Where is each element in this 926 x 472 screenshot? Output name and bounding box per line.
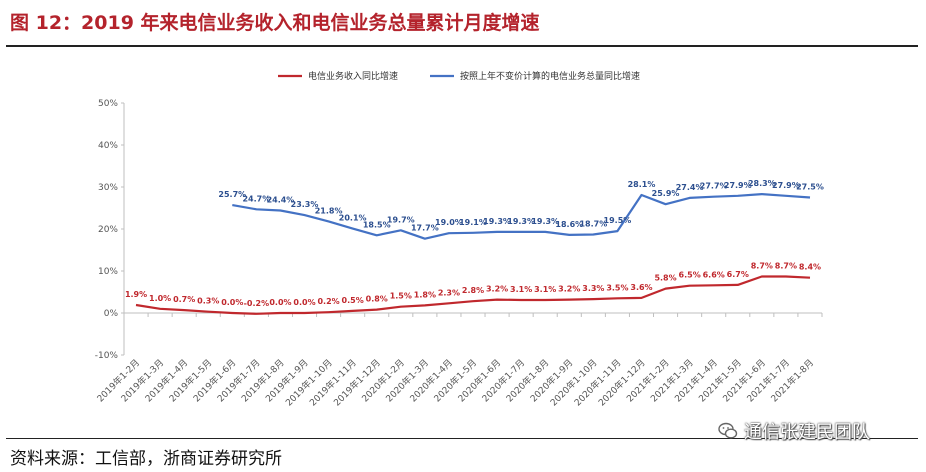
data-label-volume: 27.9% xyxy=(772,181,800,190)
data-label-revenue: 3.3% xyxy=(582,284,604,293)
data-label-volume: 28.1% xyxy=(628,180,656,189)
data-label-volume: 27.7% xyxy=(700,182,728,191)
data-label-revenue: -0.2% xyxy=(244,299,270,308)
title-divider xyxy=(6,45,918,47)
data-label-revenue: 2.3% xyxy=(438,288,460,297)
data-label-revenue: 5.8% xyxy=(654,274,676,283)
data-label-revenue: 0.0% xyxy=(293,298,315,307)
data-label-revenue: 0.5% xyxy=(342,296,364,305)
data-label-volume: 18.5% xyxy=(363,220,391,229)
data-label-revenue: 0.8% xyxy=(366,295,388,304)
data-label-volume: 20.1% xyxy=(339,214,367,223)
data-label-volume: 27.4% xyxy=(676,183,704,192)
series-line-revenue xyxy=(135,275,811,315)
data-label-revenue: 6.6% xyxy=(703,270,725,279)
data-label-volume: 27.5% xyxy=(796,183,824,192)
y-tick-label: 20% xyxy=(98,225,118,235)
data-label-volume: 19.3% xyxy=(507,217,535,226)
source-divider xyxy=(6,438,918,439)
data-label-volume: 17.7% xyxy=(411,224,439,233)
x-tick-label: 2019年1-2月 xyxy=(94,357,142,405)
y-tick-label: -10% xyxy=(95,351,119,361)
data-label-volume: 23.3% xyxy=(291,200,319,209)
data-label-revenue: 6.7% xyxy=(727,270,749,279)
data-label-volume: 21.8% xyxy=(315,206,343,215)
data-label-volume: 24.4% xyxy=(267,196,295,205)
watermark: 通信张建民团队 xyxy=(718,418,870,444)
data-label-volume: 27.9% xyxy=(724,181,752,190)
source-note: 资料来源：工信部，浙商证券研究所 xyxy=(10,449,282,469)
data-label-revenue: 3.1% xyxy=(534,285,556,294)
data-label-revenue: 3.6% xyxy=(630,283,652,292)
data-label-revenue: 3.5% xyxy=(606,283,628,292)
legend-volume-label: 按照上年不变价计算的电信业务总量同比增速 xyxy=(460,70,640,82)
data-label-revenue: 1.8% xyxy=(414,290,436,299)
data-label-volume: 28.3% xyxy=(748,179,776,188)
data-label-volume: 18.7% xyxy=(579,219,607,228)
data-label-revenue: 0.7% xyxy=(173,295,195,304)
chart-title: 图 12：2019 年来电信业务收入和电信业务总量累计月度增速 xyxy=(10,12,540,34)
data-label-revenue: 1.0% xyxy=(149,294,171,303)
data-label-revenue: 3.1% xyxy=(510,285,532,294)
data-label-volume: 19.7% xyxy=(387,215,415,224)
data-label-revenue: 8.4% xyxy=(799,263,821,272)
data-label-revenue: 0.0% xyxy=(221,298,243,307)
data-label-volume: 19.1% xyxy=(459,218,487,227)
data-label-revenue: 8.7% xyxy=(751,261,773,270)
y-tick-label: 40% xyxy=(98,141,118,151)
data-label-volume: 19.3% xyxy=(483,217,511,226)
data-label-volume: 25.7% xyxy=(218,190,246,199)
y-tick-label: 0% xyxy=(104,309,119,319)
y-tick-label: 30% xyxy=(98,183,118,193)
data-label-revenue: 8.7% xyxy=(775,261,797,270)
data-label-revenue: 2.8% xyxy=(462,286,484,295)
data-label-volume: 18.6% xyxy=(555,220,583,229)
legend-revenue-label: 电信业务收入同比增速 xyxy=(308,70,398,82)
y-tick-label: 10% xyxy=(98,267,118,277)
line-chart: -10%0%10%20%30%40%50%2019年1-2月2019年1-3月2… xyxy=(94,70,824,408)
data-label-volume: 24.7% xyxy=(242,194,270,203)
data-label-revenue: 1.5% xyxy=(390,292,412,301)
watermark-text: 通信张建民团队 xyxy=(744,422,870,443)
data-label-revenue: 0.3% xyxy=(197,297,219,306)
wechat-icon xyxy=(718,422,738,439)
data-label-volume: 19.0% xyxy=(435,218,463,227)
data-label-revenue: 1.9% xyxy=(125,290,147,299)
data-label-revenue: 6.5% xyxy=(679,271,701,280)
data-label-volume: 19.5% xyxy=(604,216,632,225)
data-label-revenue: 3.2% xyxy=(558,285,580,294)
data-label-volume: 19.3% xyxy=(531,217,559,226)
y-tick-label: 50% xyxy=(98,99,118,109)
data-label-volume: 25.9% xyxy=(652,189,680,198)
data-label-revenue: 0.2% xyxy=(317,297,339,306)
series-line-volume xyxy=(232,193,811,240)
data-label-revenue: 0.0% xyxy=(269,298,291,307)
data-label-revenue: 3.2% xyxy=(486,285,508,294)
